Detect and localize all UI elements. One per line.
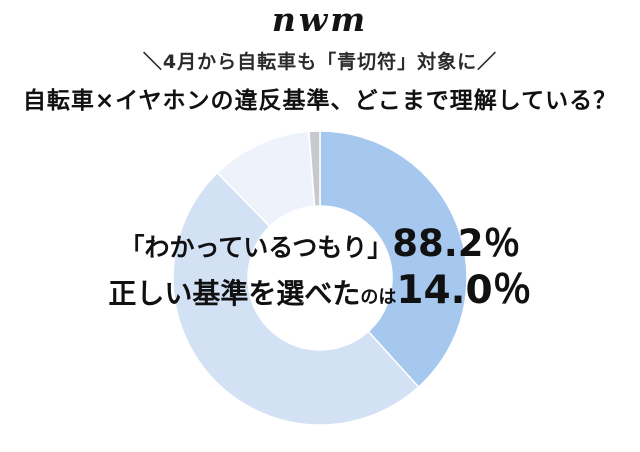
donut-segment-4 (308, 130, 321, 207)
stat-line2-label: 正しい基準を選べた (108, 277, 361, 310)
stat-line2-particle: のは (360, 287, 397, 308)
catchcopy-banner: ＼4月から自転車も「青切符」対象に／ (142, 51, 498, 73)
stat-line1-label: 「わかっているつもり」 (119, 233, 393, 262)
nwm-logo: nwm (271, 0, 369, 39)
donut-segment-1 (319, 130, 468, 388)
stat-line-correct: 正しい基準を選べたのは14.0％ (0, 268, 640, 320)
chart-center-overlay: 「わかっているつもり」88.2％ 正しい基準を選べたのは14.0％ (0, 224, 640, 320)
donut-segment-2 (172, 172, 420, 426)
stat-line2-value: 14.0％ (396, 268, 532, 313)
stat-line1-value: 88.2％ (392, 222, 521, 265)
stat-line-awareness: 「わかっているつもり」88.2％ (0, 224, 640, 268)
page-title: 自転車×イヤホンの違反基準、どこまで理解している？ (22, 88, 618, 114)
